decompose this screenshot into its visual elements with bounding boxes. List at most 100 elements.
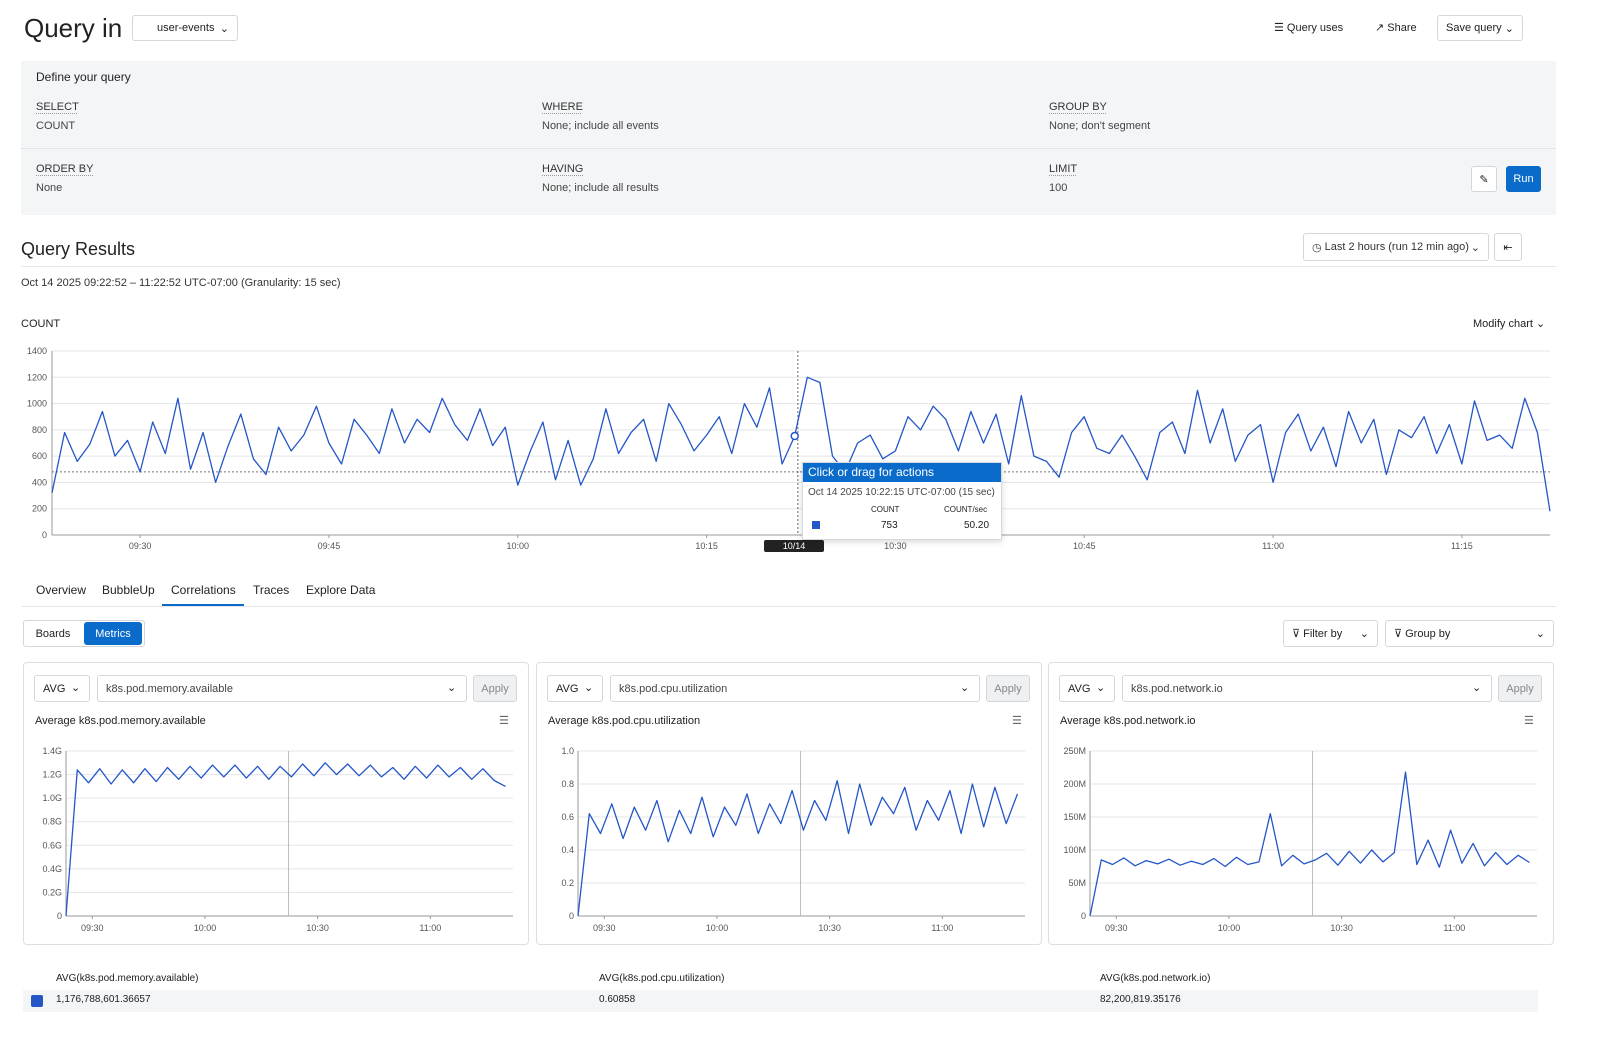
- y-tick-label: 0.8: [561, 779, 574, 789]
- tab-underline: [162, 604, 244, 606]
- y-tick-label: 1000: [27, 399, 47, 409]
- legend-icon: ☰: [1524, 715, 1534, 727]
- y-tick-label: 1.4G: [42, 746, 62, 756]
- y-tick-label: 1.0: [561, 746, 574, 756]
- apply-button[interactable]: Apply: [1498, 675, 1542, 702]
- summary-value: 0.60858: [599, 994, 636, 1005]
- chevron: ⌄: [1472, 682, 1482, 694]
- tab[interactable]: Overview: [36, 583, 87, 597]
- chevron: ⌄: [1504, 22, 1514, 35]
- clause-value: 100: [1049, 182, 1068, 194]
- tooltip-count: 753: [881, 520, 898, 531]
- cursor-label: 10/14 10:22:15: [764, 540, 824, 563]
- y-tick-label: 0.2G: [42, 887, 62, 897]
- query-uses[interactable]: ☰ Query uses: [1274, 21, 1343, 35]
- y-tick-label: 0: [569, 911, 574, 921]
- chevron: ⌄: [1470, 241, 1480, 254]
- y-tick-label: 1400: [27, 346, 47, 356]
- y-tick-label: 0.6G: [42, 840, 62, 850]
- clause-value: None; don't segment: [1049, 120, 1151, 132]
- dataset-select[interactable]: user-events ⌄: [132, 15, 238, 41]
- clause-label: LIMIT: [1049, 163, 1078, 175]
- edit-button[interactable]: ✎: [1471, 166, 1497, 192]
- x-tick-label: 09:30: [129, 541, 152, 551]
- y-tick-label: 1.0G: [42, 793, 62, 803]
- tab[interactable]: Traces: [253, 583, 290, 597]
- y-tick-label: 1200: [27, 372, 47, 382]
- modify-label: Modify chart: [1473, 318, 1533, 330]
- icon: ⊽: [1292, 628, 1304, 640]
- run-button[interactable]: Run: [1506, 166, 1541, 192]
- chevron: ⌄: [447, 682, 457, 694]
- query-uses-label: Query uses: [1286, 22, 1344, 34]
- legend-icon: ☰: [1012, 715, 1022, 727]
- tab[interactable]: Explore Data: [306, 583, 376, 597]
- clause-value: None; include all results: [542, 182, 659, 194]
- filter-label: Filter by: [1303, 627, 1343, 640]
- divider: [21, 266, 1556, 267]
- summary-swatch: [31, 995, 43, 1007]
- time-range[interactable]: ◷ Last 2 hours (run 12 min ago) ⌄: [1303, 233, 1489, 261]
- save-query[interactable]: Save query ⌄: [1437, 15, 1523, 41]
- x-tick-label: 09:30: [81, 923, 104, 933]
- tab[interactable]: Correlations: [171, 583, 236, 597]
- metric-select[interactable]: k8s.pod.network.io: [1122, 675, 1492, 702]
- clause-value: COUNT: [36, 120, 76, 132]
- share[interactable]: ↗ Share: [1375, 21, 1417, 35]
- x-tick-label: 10:00: [506, 541, 529, 551]
- back-button[interactable]: ⇤: [1494, 233, 1522, 261]
- tooltip: Click or drag for actions Oct 14 2025 10…: [802, 462, 1002, 540]
- toggle-option[interactable]: Boards: [28, 622, 78, 645]
- series-line: [577, 780, 1019, 917]
- metric-select[interactable]: k8s.pod.memory.available: [97, 675, 467, 702]
- agg-select[interactable]: AVG: [1059, 675, 1115, 702]
- toggle-option[interactable]: Metrics: [84, 622, 142, 645]
- series-line: [51, 376, 1551, 512]
- chevron: ⌄: [960, 682, 970, 694]
- x-tick-label: 10:00: [1218, 923, 1241, 933]
- modify-chart[interactable]: Modify chart ⌄: [1473, 318, 1546, 330]
- chevron: ⌄: [71, 682, 81, 694]
- y-axis-label: COUNT: [21, 318, 60, 330]
- tooltip-header[interactable]: Click or drag for actions: [803, 463, 1001, 482]
- chevron: ⌄: [584, 682, 594, 694]
- chart-title: Average k8s.pod.network.io: [1060, 715, 1196, 727]
- clause-value: None: [36, 182, 63, 194]
- apply-button[interactable]: Apply: [986, 675, 1030, 702]
- icon: ↗: [1375, 22, 1388, 34]
- x-tick-label: 11:00: [1443, 923, 1465, 933]
- metric-select[interactable]: k8s.pod.cpu.utilization: [610, 675, 980, 702]
- tab-divider: [21, 606, 1556, 607]
- y-tick-label: 0.2: [561, 878, 574, 888]
- summary-value: 1,176,788,601.36657: [56, 994, 151, 1005]
- x-tick-label: 10:45: [1073, 541, 1096, 551]
- y-tick-label: 50M: [1068, 878, 1086, 888]
- x-tick-label: 10:00: [194, 923, 217, 933]
- agg-select[interactable]: AVG: [34, 675, 90, 702]
- tab[interactable]: BubbleUp: [102, 583, 155, 597]
- x-tick-label: 11:00: [419, 923, 441, 933]
- group-by[interactable]: ⊽ Group by ⌄: [1385, 620, 1554, 647]
- y-tick-label: 0.4G: [42, 864, 62, 874]
- summary-value: 82,200,819.35176: [1100, 994, 1181, 1005]
- clause-value: None; include all events: [542, 120, 659, 132]
- divider: [21, 148, 1556, 149]
- apply-button[interactable]: Apply: [473, 675, 517, 702]
- filter-by[interactable]: ⊽ Filter by ⌄: [1283, 620, 1378, 647]
- agg-select[interactable]: AVG: [547, 675, 603, 702]
- clause-label: ORDER BY: [36, 163, 94, 175]
- chevron: ⌄: [1535, 628, 1545, 640]
- x-tick-label: 09:30: [1105, 923, 1128, 933]
- group-label: Group by: [1405, 627, 1451, 640]
- x-tick-label: 10:00: [706, 923, 729, 933]
- y-tick-label: 200: [32, 504, 47, 514]
- page-title: Query in: [24, 13, 123, 43]
- x-tick-label: 11:00: [931, 923, 953, 933]
- y-tick-label: 0.4: [561, 845, 574, 855]
- x-tick-label: 10:30: [1330, 923, 1353, 933]
- tooltip-col: COUNT: [871, 505, 900, 514]
- panel: [536, 662, 1042, 945]
- y-tick-label: 600: [32, 451, 47, 461]
- y-tick-label: 150M: [1063, 812, 1086, 822]
